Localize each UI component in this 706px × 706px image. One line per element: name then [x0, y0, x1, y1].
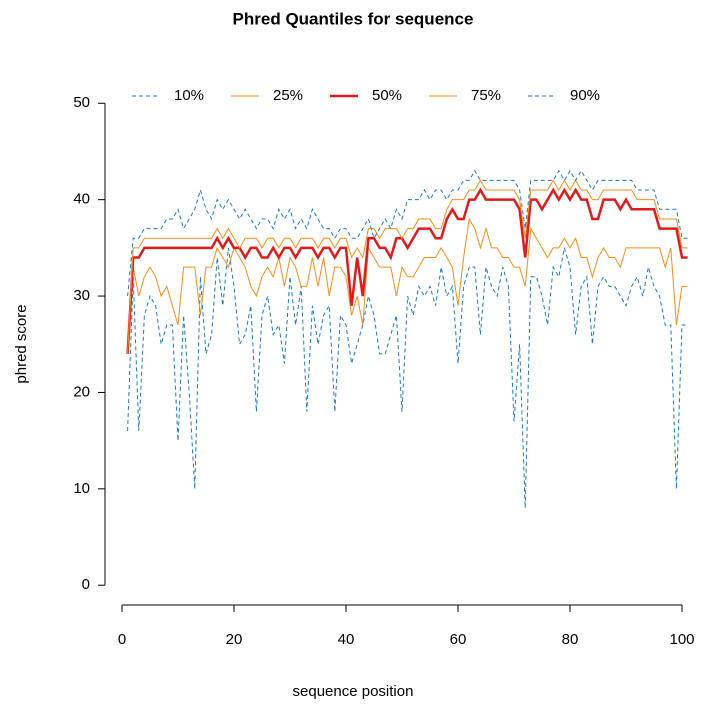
y-tick-label: 10 — [73, 480, 90, 497]
chart-title: Phred Quantiles for sequence — [233, 9, 474, 28]
y-tick-label: 50 — [73, 94, 90, 111]
series-line — [127, 247, 688, 509]
legend-label: 10% — [174, 87, 204, 104]
x-tick-label: 60 — [450, 631, 467, 648]
x-tick-label: 80 — [562, 631, 579, 648]
x-tick-label: 100 — [669, 631, 694, 648]
x-tick-label: 20 — [226, 631, 243, 648]
x-axis-label: sequence position — [293, 683, 414, 700]
series-line — [127, 217, 688, 354]
legend-label: 90% — [570, 87, 600, 104]
y-tick-label: 20 — [73, 383, 90, 400]
y-tick-label: 40 — [73, 191, 90, 208]
y-axis-label: phred score — [13, 304, 30, 383]
legend-label: 75% — [471, 87, 501, 104]
series-line — [126, 187, 688, 354]
series-line — [127, 169, 688, 297]
series-line — [127, 179, 688, 354]
legend-label: 50% — [372, 87, 402, 104]
x-tick-label: 0 — [118, 631, 126, 648]
y-tick-label: 30 — [73, 287, 90, 304]
y-tick-label: 0 — [82, 576, 90, 593]
legend-label: 25% — [273, 87, 303, 104]
x-tick-label: 40 — [338, 631, 355, 648]
